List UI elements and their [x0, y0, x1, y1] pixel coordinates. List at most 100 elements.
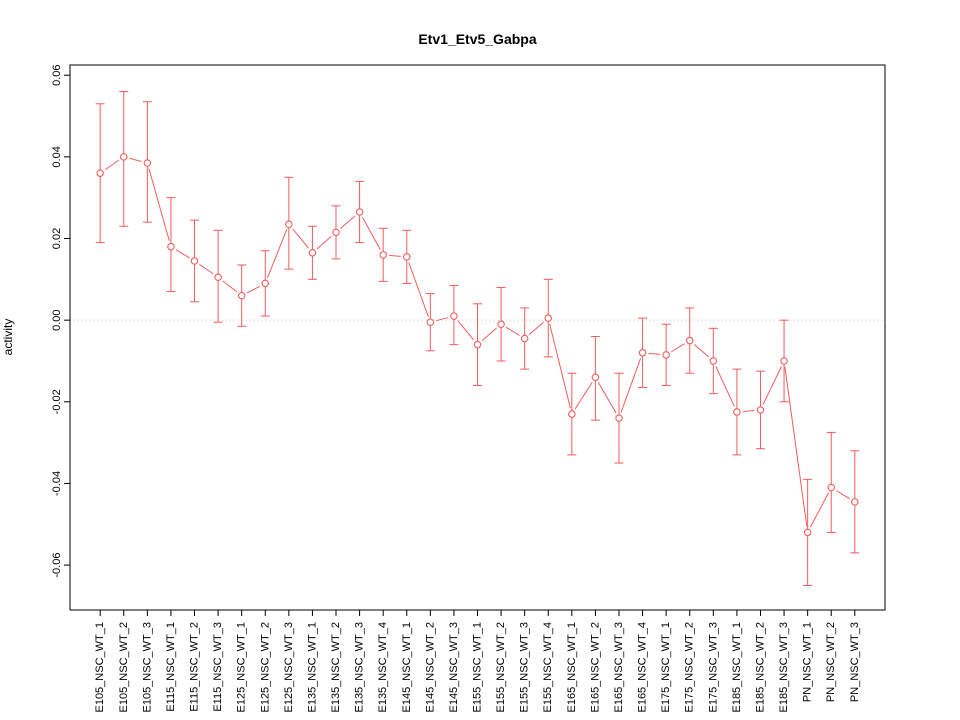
series-segment	[457, 320, 475, 341]
data-point	[214, 273, 222, 282]
data-point	[685, 336, 694, 345]
x-tick-label: E125_NSC_WT_3	[283, 622, 295, 713]
x-tick-label: E185_NSC_WT_1	[731, 622, 743, 713]
data-point	[851, 498, 859, 506]
series-segment	[784, 366, 808, 527]
x-tick-label: E125_NSC_WT_2	[259, 622, 271, 713]
x-tick-label: E145_NSC_WT_1	[401, 622, 413, 713]
series-segment	[246, 285, 261, 294]
y-tick-label: -0.04	[51, 471, 63, 496]
x-tick-label: E165_NSC_WT_1	[566, 622, 578, 713]
x-tick-label: E175_NSC_WT_3	[707, 622, 719, 713]
y-tick-label: 0.06	[51, 64, 63, 85]
x-tick-label: E115_NSC_WT_3	[212, 622, 224, 712]
x-tick-label: E105_NSC_WT_3	[141, 622, 153, 713]
series-segment	[362, 216, 381, 250]
data-point	[733, 408, 741, 416]
data-point	[355, 208, 364, 216]
series-segment	[175, 249, 190, 259]
data-point	[308, 249, 317, 257]
data-point	[190, 257, 199, 265]
series-segment	[481, 327, 497, 342]
data-point	[803, 528, 812, 537]
x-tick-label: E165_NSC_WT_2	[589, 622, 601, 713]
y-tick-label: 0.00	[51, 309, 63, 330]
data-point	[450, 312, 458, 320]
series-segment	[671, 343, 685, 353]
series-segment	[528, 321, 545, 335]
data-point	[426, 318, 435, 326]
x-tick-label: E135_NSC_WT_3	[354, 622, 366, 713]
series-segment	[408, 262, 429, 317]
series-segment	[762, 366, 782, 405]
data-point	[120, 153, 128, 161]
x-tick-label: E125_NSC_WT_1	[236, 622, 248, 713]
x-tick-label: E135_NSC_WT_2	[330, 622, 342, 713]
x-tick-label: E105_NSC_WT_1	[94, 622, 106, 713]
series-segment	[267, 229, 288, 279]
x-tick-label: E155_NSC_WT_2	[495, 622, 507, 713]
series-segment	[715, 366, 735, 407]
series-segment	[836, 490, 850, 500]
data-point	[167, 242, 175, 251]
data-point	[827, 483, 835, 492]
series-segment	[742, 409, 755, 412]
x-tick-label: E145_NSC_WT_3	[448, 622, 460, 713]
data-point	[662, 351, 670, 359]
data-point	[237, 291, 246, 300]
x-tick-label: E155_NSC_WT_3	[519, 622, 531, 713]
series-segment	[129, 157, 142, 162]
series-segment	[199, 263, 214, 275]
x-tick-label: E185_NSC_WT_3	[778, 622, 790, 713]
x-tick-label: E115_NSC_WT_2	[189, 622, 201, 712]
data-point	[497, 320, 505, 328]
data-point	[96, 169, 104, 177]
series-segment	[693, 344, 710, 358]
y-tick-label: -0.06	[51, 553, 63, 578]
x-tick-label: PN_NSC_WT_1	[802, 622, 814, 702]
data-point	[473, 340, 482, 349]
x-tick-label: E185_NSC_WT_2	[754, 622, 766, 713]
data-point	[615, 414, 623, 422]
x-tick-label: E155_NSC_WT_4	[542, 622, 554, 713]
chart-title: Etv1_Etv5_Gabpa	[418, 31, 537, 47]
series-segment	[620, 358, 642, 413]
data-point	[261, 279, 270, 288]
data-point	[379, 251, 387, 259]
series-segment	[340, 215, 356, 229]
data-point	[756, 406, 765, 414]
y-axis-label: activity	[1, 318, 15, 356]
x-tick-label: E145_NSC_WT_2	[424, 622, 436, 713]
y-tick-label: -0.02	[51, 389, 63, 414]
series-segment	[597, 382, 617, 414]
x-tick-label: E175_NSC_WT_1	[660, 622, 672, 713]
x-tick-label: E135_NSC_WT_4	[377, 622, 389, 713]
data-point	[403, 253, 411, 261]
series-segment	[316, 235, 332, 250]
x-tick-label: PN_NSC_WT_2	[825, 622, 837, 702]
series-segment	[222, 280, 238, 293]
x-tick-label: E165_NSC_WT_3	[613, 622, 625, 713]
series-segment	[549, 323, 571, 409]
series-segment	[104, 159, 120, 171]
x-tick-label: E135_NSC_WT_1	[306, 622, 318, 713]
series-segment	[505, 326, 520, 336]
data-point	[780, 357, 788, 365]
data-point	[591, 373, 600, 382]
data-point	[544, 314, 552, 322]
data-point	[568, 410, 576, 418]
series-segment	[436, 317, 449, 322]
x-tick-label: E155_NSC_WT_1	[472, 622, 484, 713]
x-tick-label: E175_NSC_WT_2	[684, 622, 696, 713]
series-segment	[809, 492, 829, 528]
data-point	[332, 228, 340, 237]
data-point	[143, 159, 152, 167]
data-point	[520, 334, 529, 343]
data-point	[638, 349, 647, 357]
data-point	[709, 357, 718, 365]
series-segment	[648, 352, 661, 355]
y-tick-label: 0.04	[51, 146, 63, 167]
x-tick-label: E115_NSC_WT_1	[165, 622, 177, 712]
